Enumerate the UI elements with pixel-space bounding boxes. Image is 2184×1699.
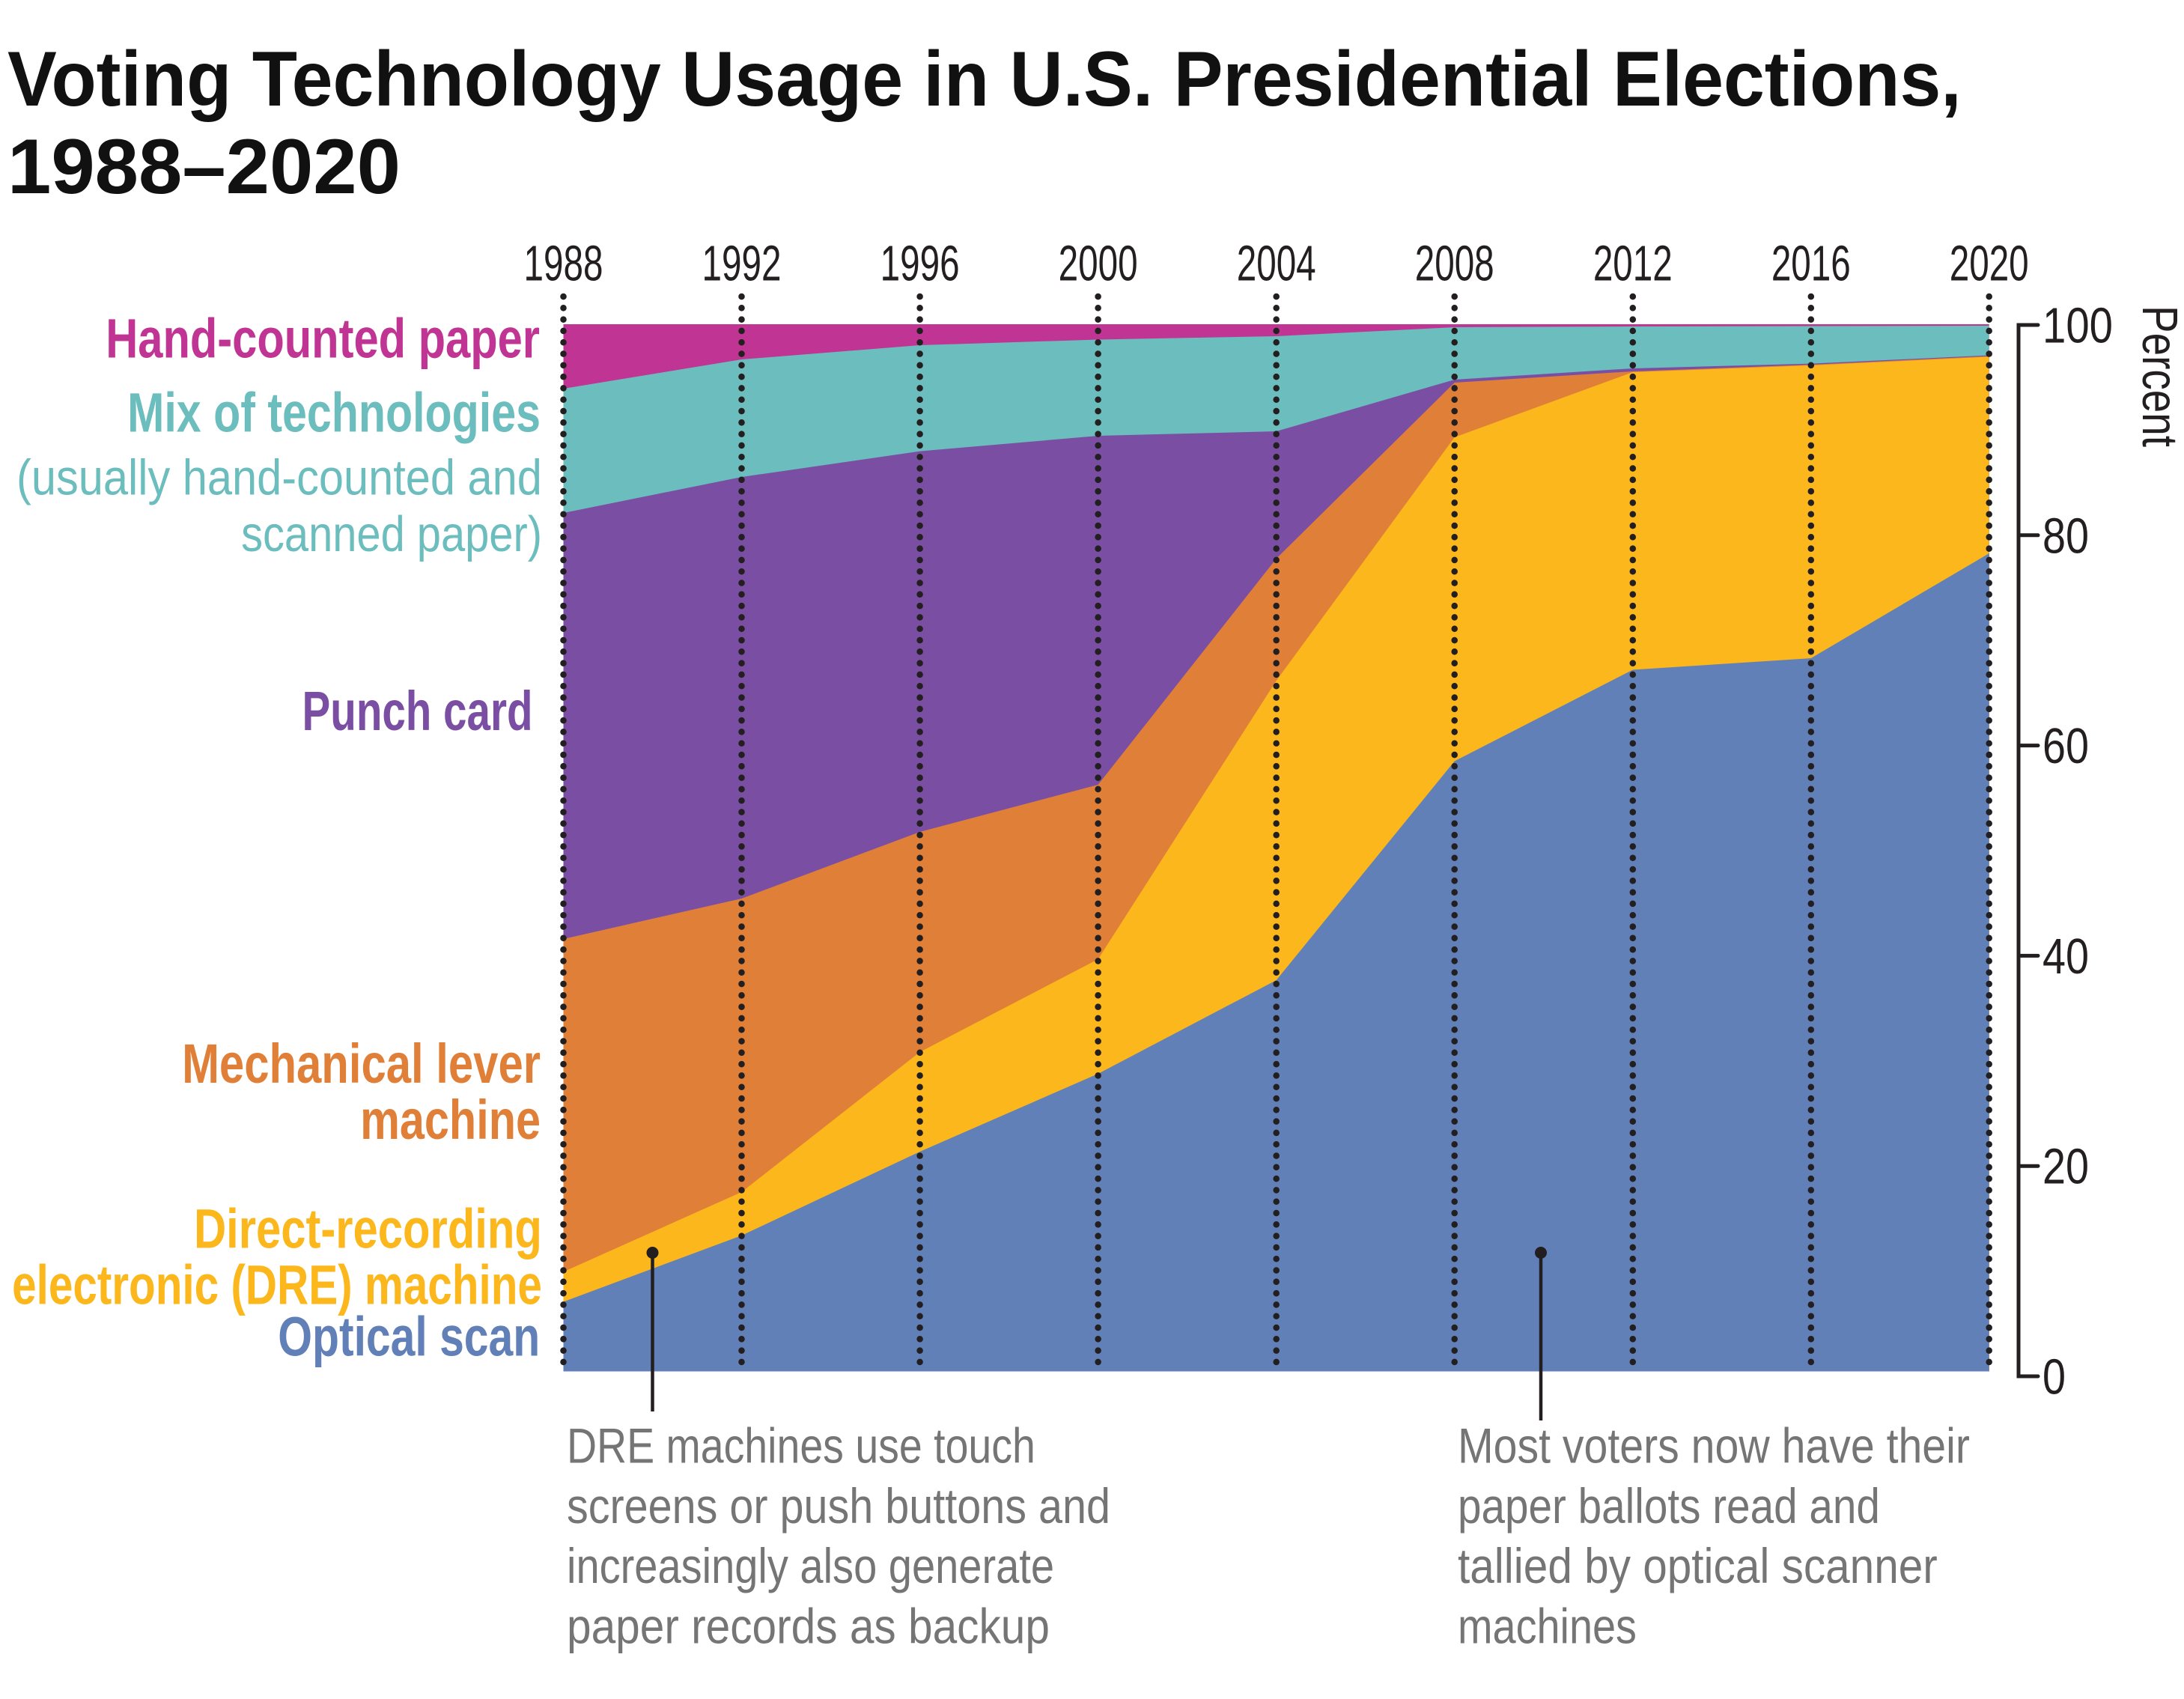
svg-text:1988: 1988 — [524, 237, 603, 292]
svg-text:40: 40 — [2042, 928, 2089, 985]
svg-text:2020: 2020 — [1950, 237, 2029, 292]
svg-text:DRE machines use touch: DRE machines use touch — [567, 1418, 1035, 1474]
svg-text:electronic (DRE) machine: electronic (DRE) machine — [12, 1255, 542, 1316]
svg-text:(usually hand-counted and: (usually hand-counted and — [16, 450, 542, 505]
svg-text:60: 60 — [2042, 718, 2089, 774]
svg-text:2008: 2008 — [1415, 237, 1494, 292]
svg-text:2004: 2004 — [1237, 237, 1316, 292]
svg-text:Hand-counted paper: Hand-counted paper — [106, 308, 540, 370]
svg-text:machine: machine — [360, 1089, 541, 1152]
svg-text:Punch card: Punch card — [302, 680, 533, 742]
svg-text:paper records as backup: paper records as backup — [567, 1599, 1050, 1654]
svg-text:paper ballots read and: paper ballots read and — [1458, 1479, 1880, 1534]
svg-text:Optical scan: Optical scan — [278, 1306, 540, 1368]
svg-text:scanned paper): scanned paper) — [241, 507, 542, 562]
svg-text:Direct-recording: Direct-recording — [194, 1199, 542, 1261]
svg-text:tallied by optical scanner: tallied by optical scanner — [1458, 1540, 1938, 1594]
svg-text:Percent: Percent — [2132, 306, 2184, 447]
svg-text:0: 0 — [2042, 1349, 2066, 1405]
svg-text:2012: 2012 — [1593, 237, 1673, 292]
svg-text:screens or push buttons and: screens or push buttons and — [567, 1479, 1110, 1534]
svg-text:machines: machines — [1458, 1599, 1637, 1653]
svg-text:Most voters now have their: Most voters now have their — [1458, 1419, 1970, 1474]
svg-text:2000: 2000 — [1059, 237, 1138, 292]
svg-text:1996: 1996 — [880, 237, 960, 292]
svg-text:1988–2020: 1988–2020 — [7, 123, 401, 210]
svg-text:1992: 1992 — [702, 237, 782, 292]
svg-text:Mix of technologies: Mix of technologies — [127, 382, 541, 444]
svg-text:increasingly also generate: increasingly also generate — [567, 1539, 1054, 1593]
svg-text:Voting Technology Usage in U.S: Voting Technology Usage in U.S. Presiden… — [7, 36, 1962, 123]
svg-text:Mechanical lever: Mechanical lever — [182, 1033, 541, 1095]
svg-text:20: 20 — [2042, 1139, 2089, 1195]
svg-text:2016: 2016 — [1771, 237, 1851, 292]
svg-text:100: 100 — [2042, 298, 2113, 354]
svg-text:80: 80 — [2042, 508, 2089, 565]
